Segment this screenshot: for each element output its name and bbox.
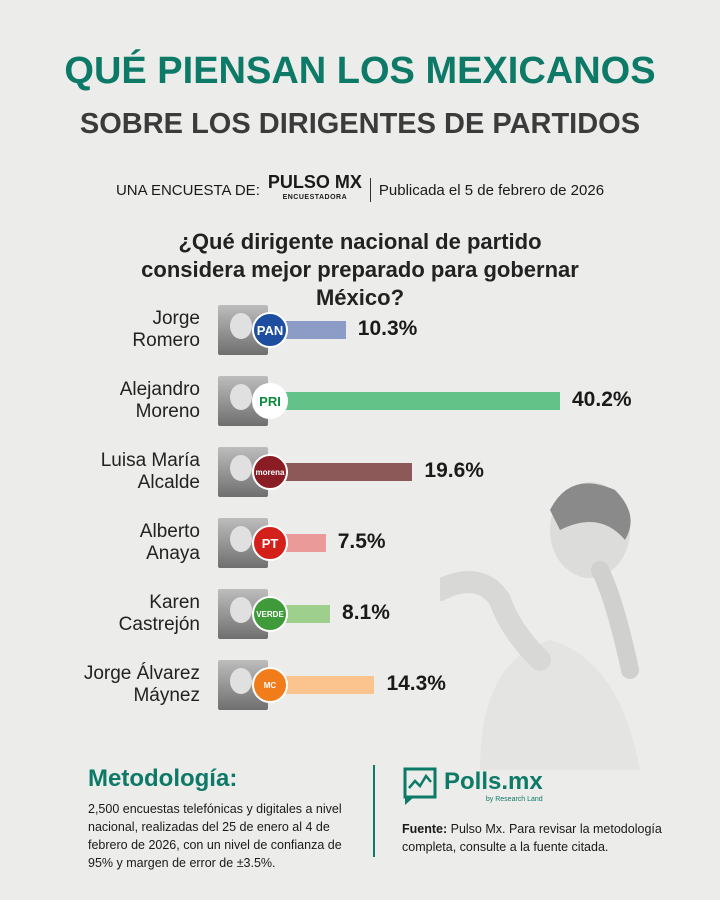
polls-brand-sub: by Research Land	[485, 796, 543, 803]
chart-title: ¿Qué dirigente nacional de partido consi…	[141, 229, 579, 310]
publish-date: Publicada el 5 de febrero de 2026	[378, 181, 605, 199]
thinking-person-illustration	[440, 482, 640, 770]
polls-brand-block: Polls.mx by Research Land	[444, 768, 543, 804]
title-line-2: SOBRE LOS DIRIGENTES DE PARTIDOS	[79, 108, 641, 140]
source-body: Pulso Mx. Para revisar la metodología co…	[402, 822, 662, 854]
bar-value-label: 8.1%	[342, 601, 390, 624]
byline-prefix: UNA ENCUESTA DE:	[115, 181, 260, 199]
name-line: Karen	[149, 592, 200, 613]
pulso-logo-text: PULSO MX	[267, 172, 362, 192]
name-line: Máynez	[133, 685, 200, 706]
bar-value-label: 14.3%	[386, 672, 446, 695]
methodology-heading: Metodología:	[88, 765, 238, 792]
name-line: Jorge	[152, 308, 200, 329]
polls-brand: Polls.mx	[444, 768, 543, 795]
name-line: Romero	[132, 330, 200, 351]
candidate-photo	[218, 660, 268, 710]
bar-value-label: 7.5%	[337, 530, 386, 553]
pulso-logo-sub: ENCUESTADORA	[282, 194, 348, 201]
party-logo-pan: PAN	[252, 312, 288, 348]
bar-value-label: 10.3%	[357, 317, 418, 340]
title-line-1: QUÉ PIENSAN LOS MEXICANOS	[64, 50, 656, 92]
candidate-name: Alberto Anaya	[0, 521, 200, 565]
party-logo-pri: PRI	[252, 383, 288, 419]
polls-mx-logo: Polls.mx by Research Land	[402, 766, 543, 806]
bar-morena	[272, 463, 413, 481]
party-logo-verde: VERDE	[252, 596, 288, 632]
candidate-photo	[218, 305, 268, 355]
name-line: Anaya	[146, 543, 200, 564]
source-label: Fuente:	[402, 822, 448, 836]
candidate-name: Luisa María Alcalde	[0, 450, 200, 494]
source-text: Fuente: Pulso Mx. Para revisar la metodo…	[402, 820, 662, 856]
divider	[369, 178, 371, 202]
candidate-name: Alejandro Moreno	[0, 379, 200, 423]
party-logo-pt: PT	[252, 525, 288, 561]
candidate-name: Jorge Álvarez Máynez	[0, 663, 200, 707]
name-line: Castrejón	[118, 614, 200, 635]
bar-mc	[272, 676, 375, 694]
bar-value-label: 40.2%	[572, 388, 632, 411]
candidate-name: Karen Castrejón	[0, 592, 200, 636]
name-line: Alberto	[139, 521, 200, 542]
name-line: Jorge Álvarez	[83, 663, 200, 684]
bar-pan	[272, 321, 346, 339]
name-line: Alcalde	[137, 472, 200, 493]
divider	[373, 765, 375, 857]
party-logo-mc: MC	[252, 667, 288, 703]
chart-icon	[403, 767, 437, 805]
pulso-logo: PULSO MX ENCUESTADORA	[267, 172, 362, 206]
party-logo-morena: morena	[252, 454, 288, 490]
candidate-name: Jorge Romero	[0, 308, 200, 352]
name-line: Moreno	[135, 401, 200, 422]
name-line: Luisa María	[100, 450, 200, 471]
methodology-text: 2,500 encuestas telefónicas y digitales …	[88, 802, 342, 870]
name-line: Alejandro	[119, 379, 200, 400]
byline: UNA ENCUESTA DE: PULSO MX ENCUESTADORA Pu…	[0, 172, 720, 206]
bar-value-label: 19.6%	[424, 459, 484, 482]
bar-pri	[272, 392, 560, 410]
